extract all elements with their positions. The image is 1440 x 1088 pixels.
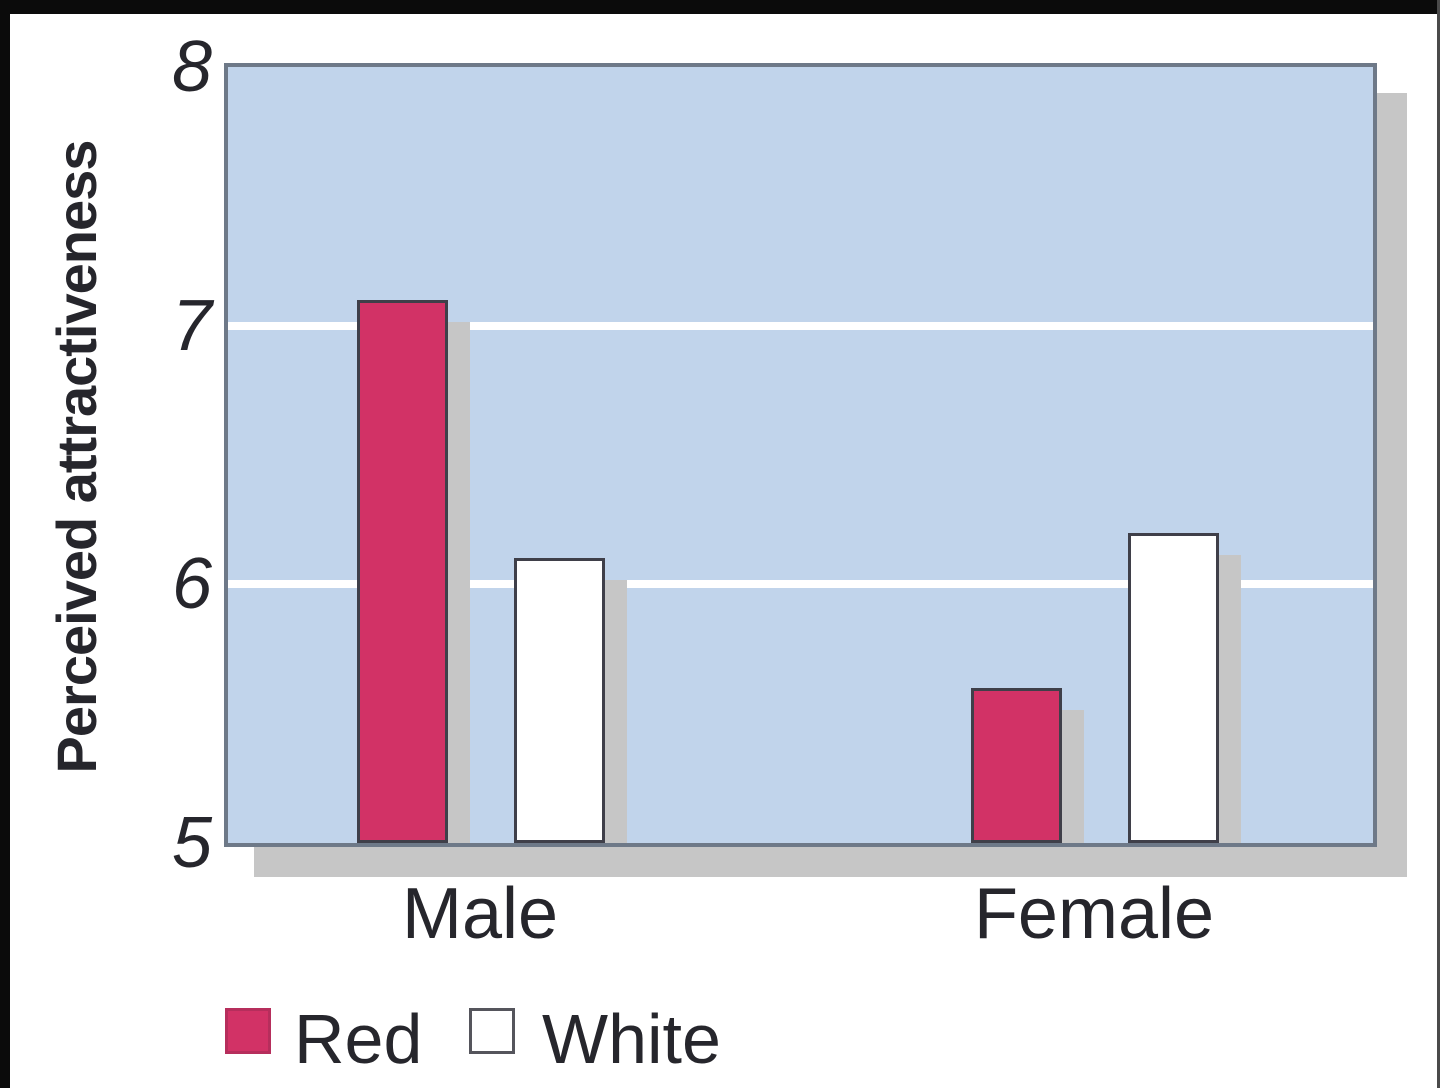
y-tick-label-6: 6 <box>171 544 212 625</box>
frame-border-top <box>0 0 1440 14</box>
bar-male-white <box>514 558 605 843</box>
y-tick-label-5: 5 <box>171 803 212 883</box>
gridline-7 <box>228 321 1373 330</box>
y-tick-label-7: 7 <box>171 285 212 366</box>
legend-swatch-white <box>469 1008 515 1054</box>
bar-male-red <box>357 299 448 843</box>
legend-swatch-red <box>225 1008 271 1054</box>
bar-female-red <box>971 687 1062 843</box>
legend-label-white: White <box>542 1000 721 1078</box>
bar-female-white <box>1128 532 1219 843</box>
y-axis-title: Perceived attractiveness <box>45 140 108 774</box>
gridline-6 <box>228 580 1373 589</box>
plot-area <box>224 63 1377 847</box>
frame-border-left <box>0 0 10 1088</box>
frame-border-right <box>1437 0 1440 1088</box>
x-category-label-female: Female <box>973 874 1215 954</box>
y-tick-label-8: 8 <box>171 27 212 107</box>
x-category-label-male: Male <box>401 874 559 954</box>
legend-label-red: Red <box>294 1000 423 1078</box>
